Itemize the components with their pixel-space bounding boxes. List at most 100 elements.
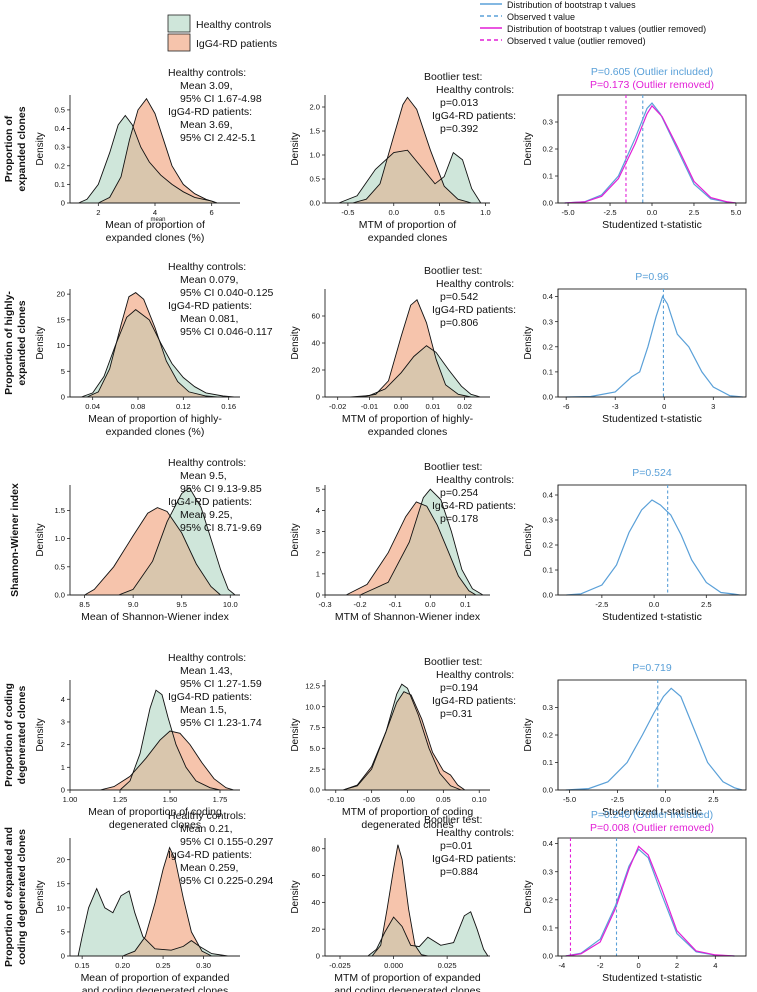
x-tick-label: 1.75 [213,795,228,804]
y-tick-label: 4 [316,506,320,515]
y-tick-label: 2 [316,548,320,557]
stat-text: Bootlier test: [424,814,482,826]
panel-2-1: 0.04 0.08 0.12 0.16 0 5 10 15 20 Density Mean of p… [35,261,274,438]
density-outline-healthy [77,887,228,957]
stat-text: Healthy controls: [168,652,246,664]
x-axis-label: MTM of proportion of coding [342,806,473,818]
stat-text: IgG4-RD patients: [432,110,516,122]
stat-text: Mean 0.259, [180,862,238,874]
stat-text: p=0.013 [440,97,478,109]
x-axis-label: Studentized t-statistic [602,413,702,425]
x-tick-label: 0.12 [176,402,191,411]
x-tick-label: 0.00 [394,402,409,411]
x-axis-label: MTM of Shannon-Wiener index [335,611,481,623]
stat-text: IgG4-RD patients: [168,106,252,118]
y-tick-label: 0.1 [542,758,553,767]
x-tick-label: -2.5 [595,600,608,609]
panel-2-3: -6 -3 0 3 0.0 0.1 0.2 0.3 0.4 Density Studentized … [523,271,747,425]
x-tick-label: 4 [713,961,717,970]
panel-4-2: -0.10 -0.05 0.00 0.05 0.10 0.0 2.5 5.0 7.5 10.0 12… [290,656,516,831]
legend-swatch-patients [167,33,191,52]
y-tick-label: 0 [61,952,65,961]
density-outline-healthy [119,689,221,791]
x-tick-label: 5.0 [731,208,742,217]
row-4: Proportion of coding degenerated clones1.… [3,652,747,831]
density-overlap [87,309,218,397]
x-axis-label: and coding degenerated clones [334,985,481,992]
bootstrap-distribution-line [565,848,735,957]
stat-text: Mean 1.5, [180,704,227,716]
y-tick-label: 0.5 [309,175,320,184]
y-tick-label: 0.1 [542,367,553,376]
stat-text: p=0.542 [440,291,478,303]
panel-frame [557,94,747,204]
x-tick-label: -0.10 [327,795,344,804]
panel-5-2: -0.025 0.000 0.025 0 20 40 60 80 Density MTM of p… [290,814,516,992]
panel-3-1: 8.5 9.0 9.5 10.0 0.0 0.5 1.0 1.5 Density Mean of … [35,457,262,623]
y-tick-label: 5.0 [309,744,320,753]
y-tick-label: 0.1 [542,924,553,933]
stat-text: Mean 9.5, [180,470,227,482]
row-label: Shannon-Wiener index [9,483,21,597]
x-tick-label: -5.0 [562,208,575,217]
y-axis-label: Density [35,523,46,556]
stat-text: 95% CI 0.040-0.125 [180,287,274,299]
bootstrap-distribution-line [566,295,743,398]
x-axis-label: expanded clones (%) [106,232,205,244]
y-tick-label: 5 [316,485,320,494]
y-tick-label: 0.2 [542,145,553,154]
stat-text: Healthy controls: [436,278,514,290]
stat-text: Mean 1.43, [180,665,233,677]
x-axis-label: degenerated clones [109,819,201,831]
stat-text: p=0.884 [440,866,478,878]
y-tick-label: 0 [316,591,320,600]
stat-text: 95% CI 9.13-9.85 [180,483,262,495]
row-2: Proportion of highly-expanded clones0.04… [3,261,747,438]
density-outline-patients [371,844,428,957]
x-tick-label: 4 [153,208,157,217]
stat-text: Healthy controls: [436,84,514,96]
row-5: Proportion of expanded and coding degener… [3,809,747,992]
stat-text: Mean 3.69, [180,119,233,131]
x-tick-label: 0.15 [75,961,90,970]
stat-text: 95% CI 2.42-5.1 [180,132,256,144]
x-tick-label: 10.0 [223,600,238,609]
x-tick-label: 1.00 [63,795,78,804]
density-outline-healthy [338,149,482,204]
x-tick-label: 0.0 [388,208,399,217]
y-tick-label: 0 [61,786,65,795]
x-tick-label: 0.16 [221,402,236,411]
x-tick-label: -0.02 [329,402,346,411]
y-axis-label: Density [35,880,46,913]
density-outline-healthy [359,488,484,596]
x-tick-label: 0.30 [196,961,211,970]
x-tick-label: -0.3 [318,600,331,609]
stat-text: Bootlier test: [424,461,482,473]
y-axis-label: Density [523,718,534,751]
y-tick-label: 0.4 [542,839,553,848]
stat-text: IgG4-RD patients: [432,853,516,865]
stat-text: p=0.194 [440,682,478,694]
x-axis-label: MTM of proportion of [359,219,457,231]
y-tick-label: 0 [316,393,320,402]
panel-frame [557,484,747,596]
x-axis-label: Studentized t-statistic [602,972,702,984]
y-tick-label: 0.3 [542,118,553,127]
x-tick-label: 2.5 [708,795,719,804]
stat-text: Healthy controls: [436,669,514,681]
stat-text: Mean 3.09, [180,80,233,92]
y-tick-label: 0.1 [54,180,65,189]
stat-text: Healthy controls: [436,827,514,839]
x-tick-label: 9.5 [176,600,187,609]
stat-text: p=0.392 [440,123,478,135]
y-tick-label: 0.3 [54,143,65,152]
y-tick-label: 2 [61,740,65,749]
density-outline-healthy [78,114,218,204]
bootstrap-distribution-line [565,687,743,791]
x-tick-label: 0.02 [457,402,472,411]
stat-text: 95% CI 1.67-4.98 [180,93,262,105]
y-tick-label: 1.0 [309,151,320,160]
stat-text: p=0.01 [440,840,473,852]
